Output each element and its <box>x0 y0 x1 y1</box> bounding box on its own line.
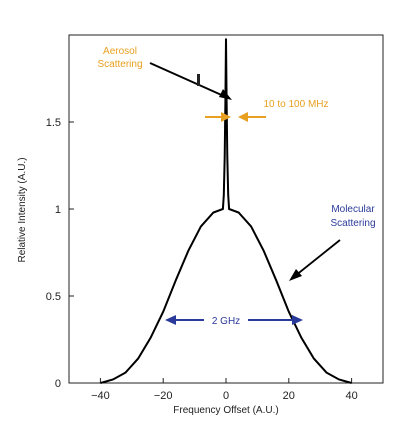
y-tick-label: 0 <box>55 378 61 390</box>
linewidth-arrow-right-head <box>238 112 248 122</box>
bandwidth-label: 2 GHz <box>212 316 240 327</box>
x-axis-label: Frequency Offset (A.U.) <box>173 405 278 416</box>
x-tick-label: −40 <box>91 390 110 402</box>
bandwidth-annotation: 2 GHz <box>165 315 303 327</box>
bandwidth-arrow-right-head <box>292 315 303 325</box>
aerosol-arrow-head <box>219 89 232 100</box>
spectrum-line <box>100 38 352 384</box>
linewidth-label: 10 to 100 MHz <box>263 99 328 110</box>
y-axis-label: Relative Intensity (A.U.) <box>17 157 28 262</box>
x-tick-label: 40 <box>345 390 357 402</box>
bandwidth-arrow-left-head <box>165 315 176 325</box>
linewidth-annotation: 10 to 100 MHz <box>205 99 329 122</box>
aerosol-tick-mark <box>197 74 200 86</box>
molecular-annotation: Molecular Scattering <box>289 204 376 281</box>
aerosol-annotation: Aerosol Scattering <box>97 46 232 100</box>
tick-group: −40 −20 0 20 40 0 0.5 1 1.5 <box>46 117 358 402</box>
x-tick-label: 0 <box>223 390 229 402</box>
x-tick-label: −20 <box>154 390 173 402</box>
y-tick-label: 1.5 <box>46 117 61 129</box>
molecular-arrow-head <box>289 269 302 281</box>
aerosol-label-line2: Scattering <box>97 59 142 70</box>
x-tick-label: 20 <box>283 390 295 402</box>
y-tick-label: 1 <box>55 204 61 216</box>
molecular-label-line2: Scattering <box>330 218 375 229</box>
linewidth-arrow-left-head <box>221 112 231 122</box>
aerosol-label-line1: Aerosol <box>103 46 137 57</box>
molecular-arrow <box>294 239 341 277</box>
molecular-label-line1: Molecular <box>331 204 375 215</box>
y-tick-label: 0.5 <box>46 291 61 303</box>
aerosol-arrow <box>149 62 227 98</box>
